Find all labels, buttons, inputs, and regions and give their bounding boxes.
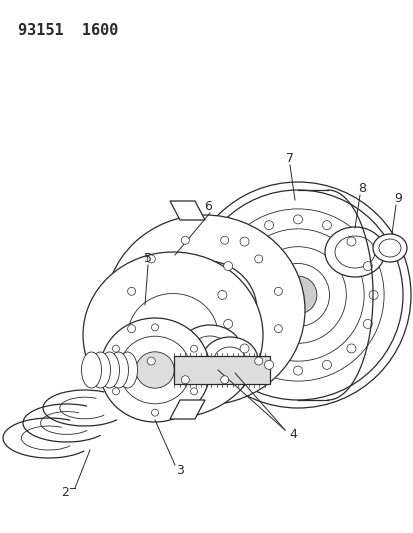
Polygon shape	[170, 400, 204, 419]
Ellipse shape	[214, 347, 245, 373]
Ellipse shape	[83, 252, 262, 418]
Ellipse shape	[202, 337, 257, 383]
Circle shape	[363, 262, 371, 271]
Circle shape	[346, 237, 355, 246]
Ellipse shape	[105, 215, 304, 405]
Circle shape	[363, 319, 371, 328]
Ellipse shape	[90, 352, 110, 388]
Circle shape	[274, 325, 282, 333]
Ellipse shape	[117, 352, 137, 388]
Ellipse shape	[100, 318, 209, 422]
Text: 5: 5	[144, 252, 152, 264]
Circle shape	[293, 366, 302, 375]
Circle shape	[223, 319, 232, 328]
Circle shape	[112, 345, 119, 352]
Text: 2: 2	[61, 487, 69, 499]
Circle shape	[368, 290, 377, 300]
Circle shape	[112, 388, 119, 395]
Circle shape	[127, 287, 135, 295]
Ellipse shape	[81, 352, 101, 388]
Circle shape	[240, 344, 249, 353]
Ellipse shape	[334, 236, 374, 268]
Polygon shape	[174, 356, 269, 384]
Circle shape	[322, 221, 331, 230]
Ellipse shape	[177, 325, 242, 381]
Circle shape	[220, 376, 228, 384]
Circle shape	[151, 324, 158, 331]
Text: 8: 8	[357, 182, 365, 195]
Circle shape	[181, 376, 189, 384]
Ellipse shape	[153, 261, 256, 359]
Ellipse shape	[192, 190, 402, 400]
Ellipse shape	[278, 276, 316, 314]
Circle shape	[220, 236, 228, 244]
Circle shape	[254, 357, 262, 365]
Circle shape	[293, 215, 302, 224]
Ellipse shape	[185, 182, 410, 408]
Circle shape	[274, 287, 282, 295]
Circle shape	[264, 360, 273, 369]
Circle shape	[181, 236, 189, 244]
Ellipse shape	[324, 227, 384, 277]
Ellipse shape	[135, 352, 174, 388]
Circle shape	[346, 344, 355, 353]
Text: 93151  1600: 93151 1600	[18, 23, 118, 38]
Ellipse shape	[108, 352, 128, 388]
Circle shape	[223, 262, 232, 271]
Text: 6: 6	[204, 199, 211, 213]
Text: 7: 7	[285, 151, 293, 165]
Circle shape	[147, 255, 155, 263]
Text: 3: 3	[176, 464, 183, 477]
Circle shape	[190, 388, 197, 395]
Ellipse shape	[119, 336, 190, 404]
Ellipse shape	[190, 336, 230, 370]
Circle shape	[127, 325, 135, 333]
Ellipse shape	[99, 352, 119, 388]
Text: 9: 9	[393, 191, 401, 205]
Circle shape	[254, 255, 262, 263]
Circle shape	[240, 237, 249, 246]
Circle shape	[147, 357, 155, 365]
Circle shape	[322, 360, 331, 369]
Polygon shape	[170, 201, 204, 220]
Circle shape	[217, 290, 226, 300]
Ellipse shape	[378, 239, 400, 257]
Text: 4: 4	[288, 429, 296, 441]
Ellipse shape	[372, 234, 406, 262]
Circle shape	[151, 409, 158, 416]
Circle shape	[264, 221, 273, 230]
Ellipse shape	[128, 294, 218, 376]
Circle shape	[190, 345, 197, 352]
